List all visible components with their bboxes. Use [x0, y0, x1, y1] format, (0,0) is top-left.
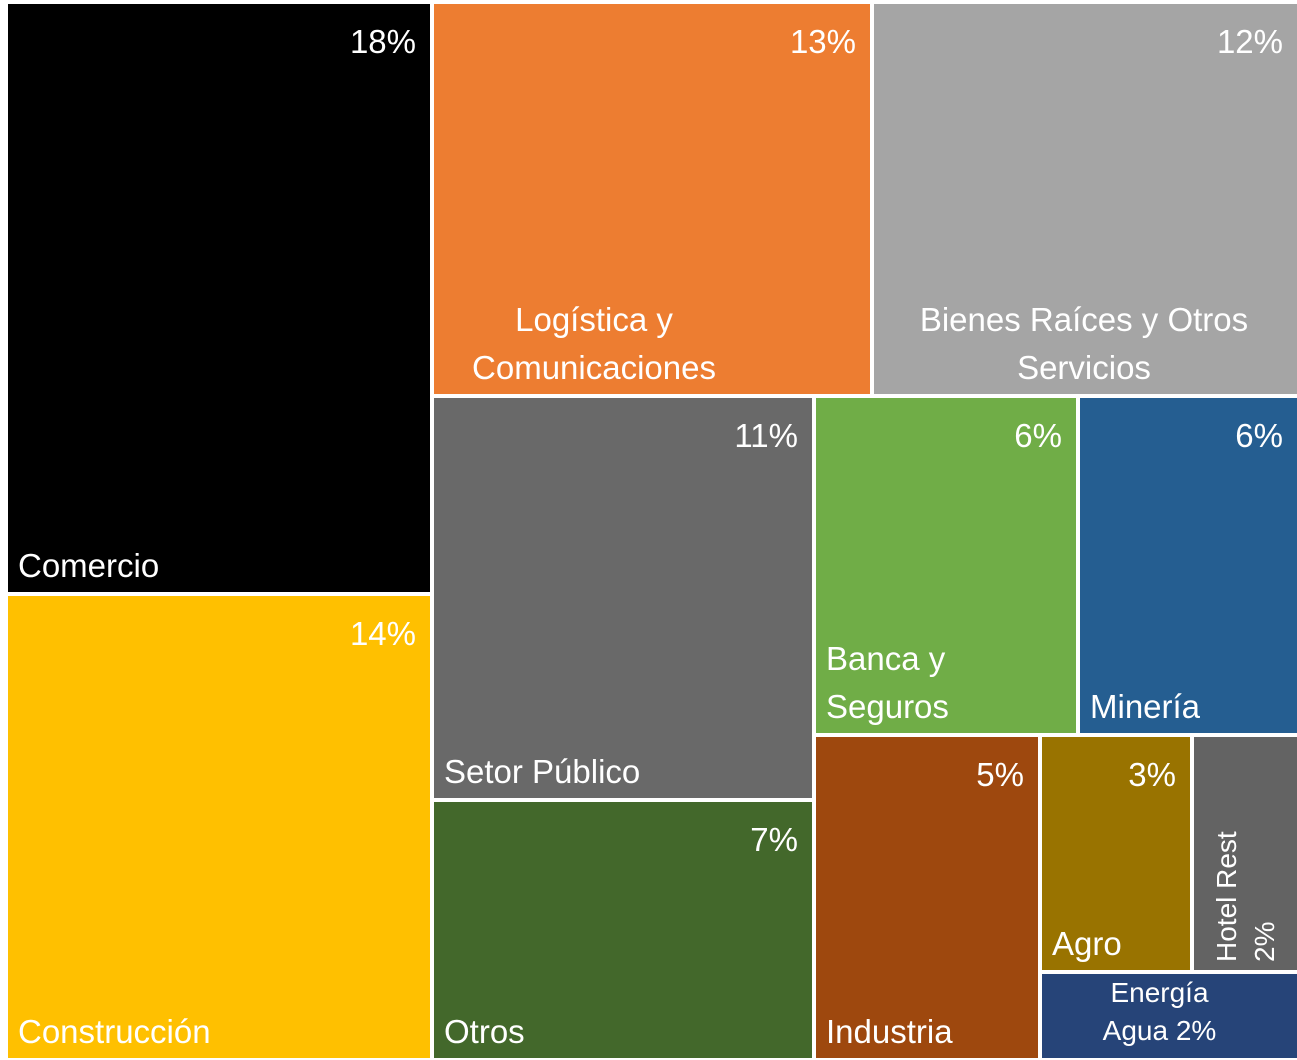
- value-label: 6%: [1235, 417, 1283, 454]
- value-label: 5%: [976, 756, 1024, 793]
- value-label: 13%: [789, 23, 856, 60]
- tile: 7% Otros: [434, 802, 812, 1058]
- tile: 13% Logística y Comunicaciones: [434, 4, 870, 394]
- category-label: Energía Agua: [1102, 977, 1209, 1046]
- tile: 3% Agro: [1042, 737, 1190, 970]
- value-label: 6%: [1014, 417, 1062, 454]
- category-label: Hotel Rest: [1210, 831, 1242, 962]
- category-label: Bienes Raíces y Otros Servicios: [919, 301, 1249, 386]
- value-label: 11%: [734, 417, 798, 454]
- tile: 6% Minería: [1080, 398, 1297, 733]
- value-label: 3%: [1128, 756, 1176, 793]
- category-label: Otros: [444, 1013, 525, 1050]
- tile: 6% Banca y Seguros: [816, 398, 1076, 733]
- category-label: Minería: [1090, 688, 1201, 725]
- value-label: 14%: [349, 615, 416, 652]
- tile: 5% Industria: [816, 737, 1038, 1058]
- category-label: Comercio: [18, 547, 160, 584]
- category-label: Industria: [826, 1013, 953, 1050]
- category-label: Logística y Comunicaciones: [472, 301, 716, 386]
- value-label: 2%: [1175, 1015, 1217, 1046]
- value-label: 12%: [1216, 23, 1283, 60]
- tile: Energía Agua 2%: [1042, 974, 1297, 1058]
- tile: 14% Construcción: [8, 596, 430, 1058]
- tile-label: Energía Agua 2%: [1080, 974, 1240, 1050]
- value-label: 7%: [750, 821, 798, 858]
- tile: 11% Setor Público: [434, 398, 812, 798]
- tile-label: Hotel Rest 2%: [1208, 822, 1284, 962]
- value-label: 2%: [1248, 921, 1280, 962]
- tile: 18% Comercio: [8, 4, 430, 592]
- tile: Hotel Rest 2%: [1194, 737, 1297, 970]
- category-label: Construcción: [18, 1013, 211, 1050]
- category-label: Setor Público: [444, 753, 641, 790]
- tile: 12% Bienes Raíces y Otros Servicios: [874, 4, 1297, 394]
- value-label: 18%: [349, 23, 416, 60]
- category-label: Agro: [1052, 925, 1122, 962]
- category-label: Banca y Seguros: [826, 640, 949, 725]
